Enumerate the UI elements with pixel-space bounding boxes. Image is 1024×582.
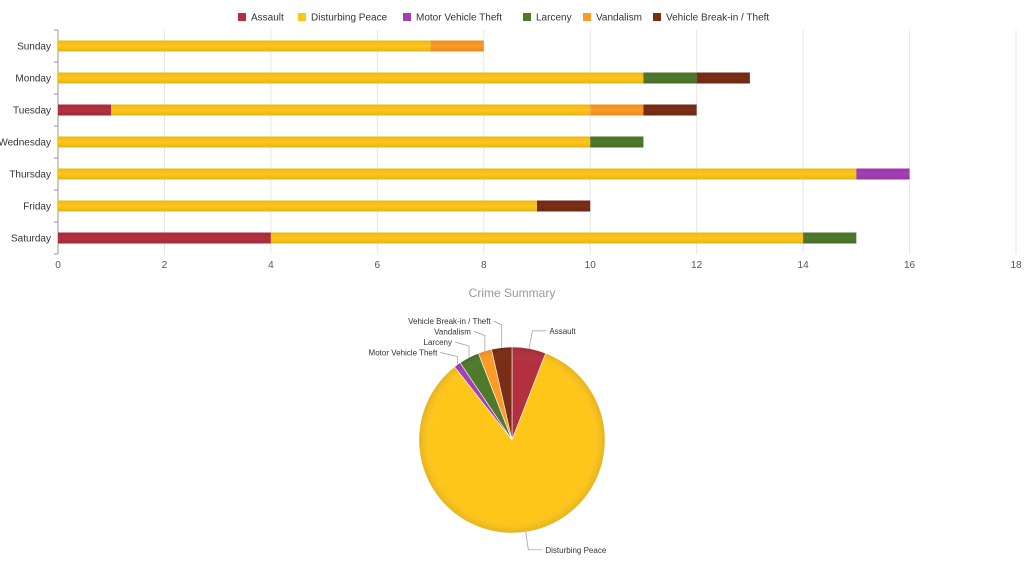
pie-leader-line xyxy=(473,331,486,352)
pie-label-larceny: Larceny xyxy=(424,338,452,347)
day-label-monday: Monday xyxy=(15,74,51,85)
x-tick-label: 8 xyxy=(481,260,487,271)
pie-leader-line xyxy=(493,320,503,348)
bar-shade xyxy=(58,40,431,52)
bar-chart-bars xyxy=(58,40,910,244)
pie-label-assault: Assault xyxy=(549,327,576,336)
pie-chart xyxy=(418,346,606,534)
x-tick-label: 2 xyxy=(162,260,168,271)
day-label-friday: Friday xyxy=(23,202,51,213)
legend-label-vandalism: Vandalism xyxy=(596,13,642,24)
x-tick-label: 14 xyxy=(798,260,810,271)
pie-leader-line xyxy=(528,330,547,349)
bar-shade xyxy=(58,168,857,180)
legend-label-vehicle-break-in-theft: Vehicle Break-in / Theft xyxy=(666,13,769,24)
bar-shade xyxy=(111,104,591,116)
legend-swatch-larceny xyxy=(523,13,531,21)
pie-shading xyxy=(419,347,605,533)
x-tick-label: 4 xyxy=(268,260,274,271)
pie-chart-title: Crime Summary xyxy=(469,286,556,300)
bar-shade xyxy=(803,232,857,244)
day-label-saturday: Saturday xyxy=(11,234,51,245)
bar-shade xyxy=(430,40,484,52)
day-label-thursday: Thursday xyxy=(9,170,51,181)
bar-shade xyxy=(590,136,644,148)
legend-label-larceny: Larceny xyxy=(536,13,572,24)
x-tick-label: 18 xyxy=(1010,260,1022,271)
chart-legend[interactable]: Assault Disturbing Peace Motor Vehicle The… xyxy=(238,13,769,24)
bar-shade xyxy=(590,104,644,116)
x-tick-label: 12 xyxy=(691,260,703,271)
day-label-tuesday: Tuesday xyxy=(13,106,51,117)
legend-item-disturbing-peace[interactable]: Disturbing Peace xyxy=(298,13,388,24)
legend-swatch-motor-vehicle-theft xyxy=(403,13,411,21)
legend-label-assault: Assault xyxy=(251,13,284,24)
bar-shade xyxy=(58,232,271,244)
bar-shade xyxy=(643,104,697,116)
pie-leader-line xyxy=(454,341,470,358)
legend-swatch-vandalism xyxy=(583,13,591,21)
pie-leader-line xyxy=(440,352,458,365)
bar-shade xyxy=(58,104,112,116)
day-label-sunday: Sunday xyxy=(17,42,51,53)
x-tick-label: 6 xyxy=(375,260,381,271)
pie-leader-line xyxy=(525,531,543,551)
day-label-wednesday: Wednesday xyxy=(0,138,51,149)
legend-label-disturbing-peace: Disturbing Peace xyxy=(311,13,388,24)
bar-shade xyxy=(856,168,910,180)
x-tick-label: 0 xyxy=(55,260,61,271)
pie-label-motor-vehicle-theft: Motor Vehicle Theft xyxy=(369,349,439,358)
legend-swatch-vehicle-break-in-theft xyxy=(653,13,661,21)
x-tick-label: 16 xyxy=(904,260,916,271)
bar-shade xyxy=(58,136,591,148)
pie-chart-labels: Assault Disturbing Peace Vehicle Break-in … xyxy=(369,317,607,555)
bar-shade xyxy=(58,72,644,84)
bar-shade xyxy=(537,200,591,212)
legend-item-assault[interactable]: Assault xyxy=(238,13,284,24)
legend-item-larceny[interactable]: Larceny xyxy=(523,13,572,24)
bar-shade xyxy=(643,72,697,84)
x-tick-label: 10 xyxy=(585,260,597,271)
pie-label-vehicle-break-in-theft: Vehicle Break-in / Theft xyxy=(408,317,491,326)
legend-item-motor-vehicle-theft[interactable]: Motor Vehicle Theft xyxy=(403,13,502,24)
legend-item-vandalism[interactable]: Vandalism xyxy=(583,13,642,24)
legend-label-motor-vehicle-theft: Motor Vehicle Theft xyxy=(416,13,502,24)
bar-shade xyxy=(696,72,750,84)
legend-item-vehicle-break-in-theft[interactable]: Vehicle Break-in / Theft xyxy=(653,13,769,24)
legend-swatch-disturbing-peace xyxy=(298,13,306,21)
bar-shade xyxy=(58,200,537,212)
bar-shade xyxy=(270,232,804,244)
legend-swatch-assault xyxy=(238,13,246,21)
pie-label-disturbing-peace: Disturbing Peace xyxy=(545,546,606,555)
pie-label-vandalism: Vandalism xyxy=(434,328,471,337)
